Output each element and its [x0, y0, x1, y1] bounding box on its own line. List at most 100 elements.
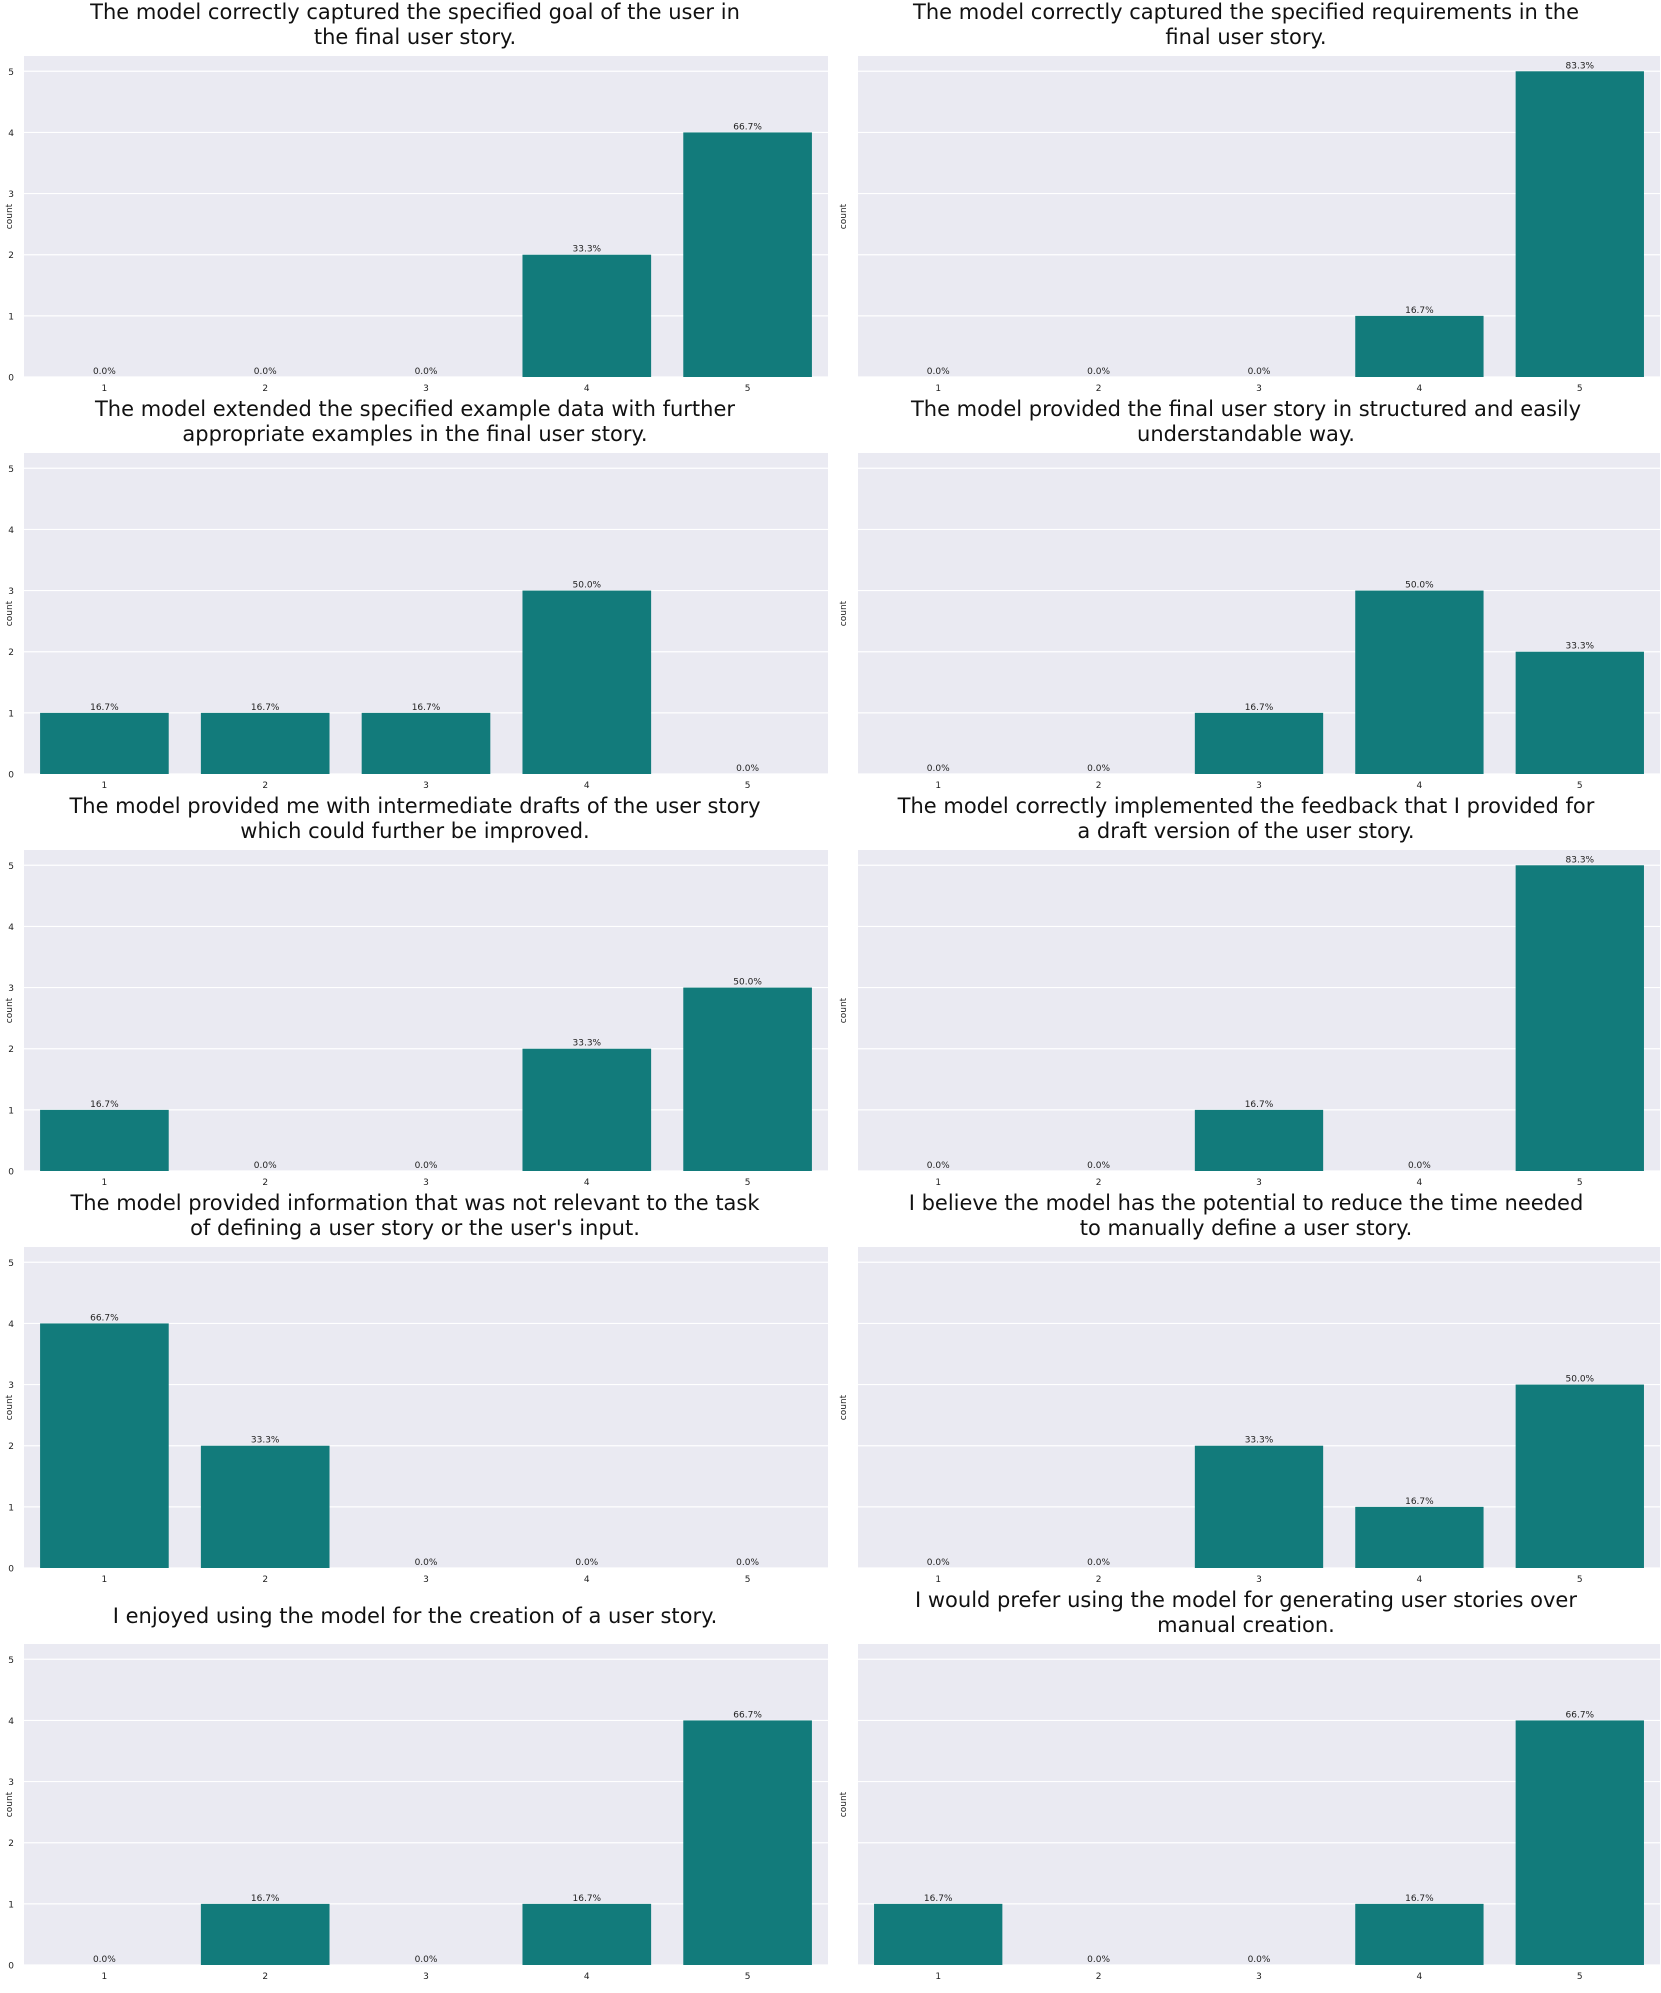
bar: [1355, 1506, 1484, 1568]
x-tick-label: 5: [745, 1178, 751, 1188]
x-tick-label: 4: [584, 1972, 590, 1982]
bar: [40, 712, 169, 774]
bar-data-label: 50.0%: [573, 581, 602, 591]
bar: [522, 1048, 652, 1171]
bar: [1515, 1720, 1644, 1965]
bar-chart: 0 1 2 3 4 5 count 0.0% 1 0.0% 2 0.0% 3 33.3% 4 66.7% 5: [5, 56, 828, 394]
bar-data-label: 50.0%: [1566, 1375, 1595, 1385]
bar: [361, 712, 491, 774]
bar-data-label: 0.0%: [1087, 1161, 1110, 1171]
y-axis-label: count: [5, 1394, 15, 1420]
chart-title: I believe the model has the potential to…: [908, 1191, 1584, 1240]
bar: [683, 987, 812, 1171]
bar-data-label: 66.7%: [90, 1313, 119, 1323]
y-axis-label: count: [5, 1791, 15, 1817]
bar: [683, 132, 812, 377]
bar-data-label: 0.0%: [927, 1161, 950, 1171]
bar-data-label: 16.7%: [1405, 1894, 1434, 1904]
x-tick-label: 3: [1256, 384, 1262, 394]
bar-data-label: 16.7%: [1245, 1100, 1274, 1110]
bar-data-label: 50.0%: [733, 978, 762, 988]
bar-data-label: 33.3%: [1245, 1436, 1274, 1446]
chart-panel: The model correctly captured the specifi…: [0, 0, 830, 397]
bar-data-label: 0.0%: [254, 1161, 277, 1171]
x-tick-label: 2: [1096, 384, 1102, 394]
bar-data-label: 0.0%: [1087, 367, 1110, 377]
bar-data-label: 16.7%: [251, 703, 280, 713]
bar-data-label: 0.0%: [415, 367, 438, 377]
x-tick-label: 5: [1577, 1972, 1583, 1982]
y-tick-label: 2: [8, 1442, 14, 1452]
y-tick-label: 4: [8, 129, 14, 139]
bar-data-label: 83.3%: [1566, 855, 1595, 865]
x-tick-label: 3: [423, 1178, 429, 1188]
bar-data-label: 0.0%: [93, 367, 116, 377]
bar-chart: count 0.0% 1 0.0% 2 16.7% 3 0.0% 4 83.3% 5: [839, 850, 1660, 1188]
y-tick-label: 5: [8, 1259, 14, 1269]
x-tick-label: 5: [1577, 384, 1583, 394]
x-tick-label: 5: [1577, 1575, 1583, 1585]
bar-data-label: 83.3%: [1566, 61, 1595, 71]
bar: [200, 1903, 330, 1965]
chart-panel: I would prefer using the model for gener…: [831, 1588, 1661, 1985]
bar-data-label: 0.0%: [254, 367, 277, 377]
x-tick-label: 1: [935, 1972, 941, 1982]
y-tick-label: 1: [8, 1503, 14, 1513]
y-tick-label: 3: [8, 587, 14, 597]
bar: [874, 1903, 1003, 1965]
y-tick-label: 0: [8, 771, 14, 781]
bar-data-label: 0.0%: [1248, 367, 1271, 377]
bar-data-label: 33.3%: [573, 1039, 602, 1049]
x-tick-label: 5: [1577, 781, 1583, 791]
x-tick-label: 2: [1096, 781, 1102, 791]
x-tick-label: 1: [102, 1178, 108, 1188]
bar-data-label: 16.7%: [1245, 703, 1274, 713]
chart-title: The model correctly captured the specifi…: [90, 0, 740, 49]
bar-chart: count 0.0% 1 0.0% 2 33.3% 3 16.7% 4 50.0% 5: [839, 1247, 1660, 1585]
bar-data-label: 0.0%: [1408, 1161, 1431, 1171]
x-tick-label: 4: [584, 384, 590, 394]
bar-data-label: 0.0%: [1087, 1955, 1110, 1965]
chart-panel: The model provided me with intermediate …: [0, 794, 830, 1191]
x-tick-label: 2: [262, 781, 268, 791]
bar: [1194, 1445, 1324, 1568]
chart-panel: I believe the model has the potential to…: [831, 1191, 1661, 1588]
bar-data-label: 50.0%: [1405, 581, 1434, 591]
y-tick-label: 3: [8, 1778, 14, 1788]
chart-title: I would prefer using the model for gener…: [915, 1588, 1577, 1637]
x-tick-label: 3: [423, 1972, 429, 1982]
y-tick-label: 5: [8, 1656, 14, 1666]
bar: [522, 254, 652, 377]
y-tick-label: 1: [8, 312, 14, 322]
chart-title: I enjoyed using the model for the creati…: [112, 1604, 718, 1628]
x-tick-label: 1: [935, 781, 941, 791]
x-tick-label: 2: [262, 384, 268, 394]
x-tick-label: 2: [1096, 1972, 1102, 1982]
bar-data-label: 0.0%: [93, 1955, 116, 1965]
bar-data-label: 0.0%: [415, 1558, 438, 1568]
y-tick-label: 2: [8, 648, 14, 658]
y-tick-label: 2: [8, 1839, 14, 1849]
bar-data-label: 0.0%: [927, 1558, 950, 1568]
y-tick-label: 4: [8, 1320, 14, 1330]
bar-data-label: 0.0%: [927, 367, 950, 377]
chart-panel: I enjoyed using the model for the creati…: [0, 1588, 830, 1985]
chart-panel: The model correctly implemented the feed…: [831, 794, 1661, 1191]
bar-data-label: 16.7%: [1405, 1497, 1434, 1507]
x-tick-label: 4: [1417, 781, 1423, 791]
x-tick-label: 3: [423, 781, 429, 791]
bar: [40, 1323, 169, 1568]
x-tick-label: 5: [745, 1972, 751, 1982]
y-tick-label: 0: [8, 1565, 14, 1575]
y-tick-label: 3: [8, 984, 14, 994]
bar-data-label: 0.0%: [736, 764, 759, 774]
y-axis-label: count: [839, 997, 849, 1023]
chart-panel: The model extended the specified example…: [0, 397, 830, 794]
y-tick-label: 5: [8, 862, 14, 872]
bar: [1515, 71, 1644, 378]
bar-data-label: 66.7%: [733, 122, 762, 132]
bar: [1355, 315, 1484, 377]
bar-data-label: 16.7%: [924, 1894, 953, 1904]
y-axis-label: count: [5, 997, 15, 1023]
bar-data-label: 16.7%: [1405, 306, 1434, 316]
